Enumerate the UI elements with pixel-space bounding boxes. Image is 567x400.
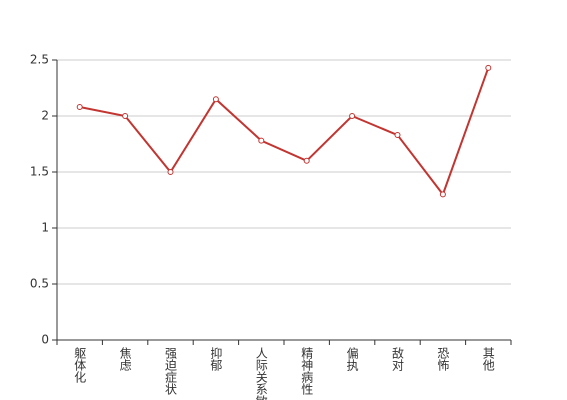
x-tick-label: 强迫症状 <box>164 347 178 395</box>
point <box>167 169 174 175</box>
x-tick-label: 偏执 <box>345 346 359 372</box>
x-tick-label: 恐怖 <box>436 347 450 371</box>
y-tick-label: 2.5 <box>30 53 49 67</box>
grid <box>57 59 511 285</box>
y-tick-label: 1 <box>41 221 49 235</box>
y-tick-label: 1.5 <box>30 165 49 179</box>
y-tick-label: 0 <box>41 333 49 347</box>
marks <box>76 64 492 198</box>
x-tick-label: 敌对 <box>391 346 405 371</box>
x-tick-label: 焦虑 <box>118 347 132 371</box>
point <box>439 191 446 198</box>
point <box>349 113 356 119</box>
y-tick-label: 0.5 <box>30 277 49 291</box>
point <box>212 96 219 103</box>
point <box>303 157 310 164</box>
axes: 0 0.5 1 1.5 2 2.5 躯体化 焦虑 强迫症状 抑郁 人际关系敏感 精神病性 偏执 敌对 恐怖 其… <box>30 53 512 400</box>
x-tick-label: 精神病性 <box>300 347 314 396</box>
x-tick-label: 抑郁 <box>209 346 223 372</box>
point <box>258 137 265 144</box>
point <box>76 104 83 111</box>
x-tick-label: 躯体化 <box>73 346 87 384</box>
point <box>122 113 129 119</box>
line <box>79 67 490 197</box>
point <box>485 64 492 71</box>
x-tick-label: 人际关系敏感 <box>254 347 268 400</box>
x-tick-label: 其他 <box>481 347 495 371</box>
y-tick-label: 2 <box>41 109 49 123</box>
point <box>394 132 401 139</box>
